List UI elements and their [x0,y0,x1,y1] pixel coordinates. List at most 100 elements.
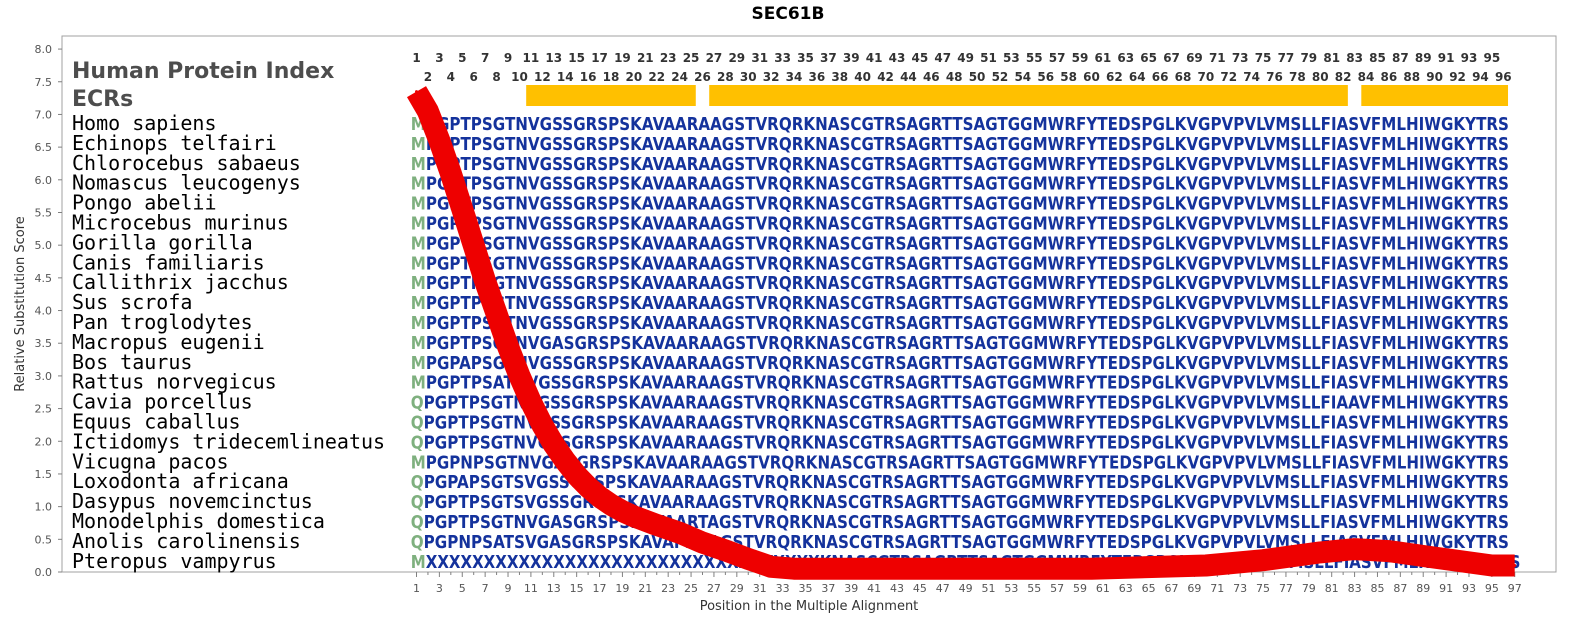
y-tick-label: 6.0 [35,174,53,187]
y-tick-label: 2.5 [35,403,53,416]
data-point [632,514,636,518]
top-position-label: 68 [1175,70,1192,84]
data-point [426,109,430,113]
x-tick-label: 19 [615,582,629,595]
x-tick-label: 93 [1462,582,1476,595]
top-position-label: 76 [1266,70,1283,84]
species-label: Bos taurus [72,350,192,374]
x-tick-label: 53 [1004,582,1018,595]
x-tick-label: 3 [436,582,443,595]
top-position-label: 27 [706,51,723,65]
ecr-bar [1361,85,1509,106]
data-point [655,523,659,527]
x-tick-label: 95 [1485,582,1499,595]
data-point [1261,558,1265,562]
top-position-label: 39 [843,51,860,65]
residue-first: Q [411,432,424,453]
alignment-sequence: MPGPAPSGTNVGSSGRSPSKAVAARAAGSTVRQRKNASCG… [411,353,1509,374]
residues: PGPTPSGTNVGSSGRSPSKAVAARAAGSTVRQRKNASCGT… [426,313,1509,334]
y-tick-label: 0.0 [35,566,53,579]
residues: PGPTPSGTNVGSSGRSPSKAVAARAAGSTVRQRKNASCGT… [424,393,1509,414]
top-position-label: 82 [1335,70,1352,84]
top-position-label: 77 [1278,51,1295,65]
top-position-label: 53 [1003,51,1020,65]
alignment-sequence: QPGPTPSGTSVGSSGRSPSKAVAARAAGSTVRQRKNASCG… [411,492,1509,513]
top-position-label: 35 [797,51,814,65]
x-tick-label: 41 [867,582,881,595]
top-position-label: 14 [557,70,574,84]
top-position-label: 36 [809,70,826,84]
residue-first: Q [411,492,424,513]
x-tick-label: 81 [1325,582,1339,595]
top-position-label: 73 [1232,51,1249,65]
data-point [495,312,499,316]
residue-first: M [411,233,426,254]
top-position-label: 67 [1163,51,1180,65]
top-position-label: 93 [1461,51,1478,65]
alignment-sequence: QPGPTPSGTNVGSSGRSPSKAVAARAAGSTVRQRKNASCG… [411,432,1509,453]
top-position-label: 50 [969,70,986,84]
y-tick-label: 7.0 [35,108,53,121]
alignment-sequence: MPGPTPSGTNVGSSGRSPSKAVAARAAGSTVRQRKNASCG… [411,194,1509,215]
alignment-sequence: QPGPAPSGTSVGSSGRSPSKAVAARAAGSTVRQRKNASCG… [411,472,1509,493]
top-position-label: 28 [717,70,734,84]
x-tick-label: 33 [776,582,790,595]
y-tick-label: 0.5 [35,533,53,546]
residues: PGPTPSGTNVGASGRSPSKAVAARTAGSTVRQRKNASCGT… [424,512,1509,533]
data-point [598,495,601,499]
residue-first: M [411,174,426,195]
top-position-label: 19 [614,51,631,65]
data-point [483,279,487,283]
top-position-label: 46 [923,70,940,84]
species-label: Homo sapiens [72,111,217,135]
residue-first: M [411,452,426,473]
x-tick-label: 63 [1119,582,1133,595]
data-point [472,243,476,247]
x-tick-label: 75 [1256,582,1270,595]
residues: PGPAPSGTSVGSSGRSPSKAVAARAAGSTVRQRKNASCGT… [424,472,1509,493]
top-position-label: 65 [1140,51,1157,65]
x-tick-label: 49 [959,582,973,595]
residue-first: M [411,552,426,573]
alignment-sequence: MPGPTPSGTNVGSSGRSPSKAVAARAAGSTVRQRKNASCG… [411,313,1509,334]
residues: PGPAPSGTNVGSSGRSPSKAVAARAAGSTVRQRKNASCGT… [426,353,1509,374]
y-tick-label: 8.0 [35,43,53,56]
alignment-sequence: MPGPTPSGTNVGSSGRSPSKAVAARAAGSTVRQRKNASCG… [411,214,1509,235]
data-point [540,423,544,427]
x-tick-label: 21 [638,582,652,595]
top-position-label: 61 [1095,51,1112,65]
x-tick-label: 47 [936,582,950,595]
x-tick-label: 59 [1073,582,1087,595]
top-position-label: 26 [694,70,711,84]
top-position-label: 70 [1198,70,1215,84]
top-position-label: 64 [1129,70,1146,84]
x-tick-label: 27 [707,582,721,595]
alignment-sequence: QPGPTPSGTNVGSSGRSPSKAVAARAAGSTVRQRKNASCG… [411,413,1509,434]
top-position-label: 30 [740,70,757,84]
x-tick-label: 61 [1096,582,1110,595]
top-position-label: 49 [957,51,974,65]
alignment-sequence: MPGPTPSGTNVGSSGRSPSKAVAARAAGSTVRQRKNASCG… [411,154,1509,175]
top-position-label: 89 [1415,51,1432,65]
x-tick-label: 87 [1393,582,1407,595]
data-point [620,509,624,513]
top-position-label: 87 [1392,51,1409,65]
data-point [1513,564,1517,567]
top-position-label: 1 [412,51,420,65]
x-tick-label: 35 [798,582,812,595]
x-tick-label: 79 [1302,582,1316,595]
substitution-score-line [406,86,1515,580]
x-tick-label: 15 [570,582,584,595]
species-label: Echinops telfairi [72,131,277,155]
data-point [415,90,418,94]
top-position-label: 58 [1060,70,1077,84]
top-position-label: 66 [1152,70,1169,84]
y-tick-label: 3.5 [35,337,53,350]
x-tick-label: 5 [459,582,466,595]
species-label: Canis familiaris [72,250,265,274]
x-tick-label: 51 [982,582,996,595]
top-position-label: 11 [523,51,540,65]
species-label: Microcebus murinus [72,211,289,235]
data-point [678,531,682,535]
y-tick-label: 5.0 [35,239,53,252]
